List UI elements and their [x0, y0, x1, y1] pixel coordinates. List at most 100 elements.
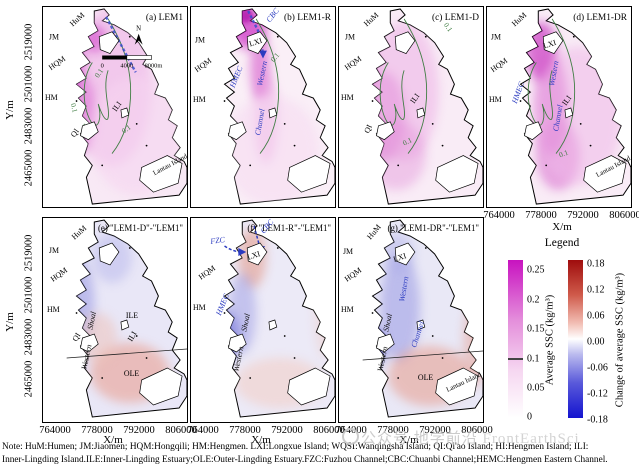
label-hqm: HQM — [47, 54, 67, 72]
label-hqm: HQM — [49, 266, 69, 284]
label-hum: HuM — [510, 10, 528, 28]
x-tick-label: 764000 — [187, 425, 219, 436]
colorbar-tick: 0.18 — [587, 258, 605, 270]
navigation-channel-line — [105, 16, 137, 73]
label-fzc: FZC — [209, 235, 226, 246]
label-hum: HuM — [362, 10, 380, 28]
x-tick-label: 806000 — [165, 425, 197, 436]
fzc-arrowhead-icon — [238, 248, 247, 256]
label-hqm: HQM — [197, 264, 217, 282]
panel-d: (d) LEM1-DR JM HuM HQM HM LXI HMEC Weste… — [486, 6, 632, 208]
label-western: Western — [547, 60, 560, 86]
label-hum: HuM — [70, 223, 88, 241]
label-jm: JM — [49, 33, 59, 42]
label-qi: QI — [69, 127, 81, 139]
y-tick-label: 2465000 — [23, 360, 35, 398]
map-b: (b) LEM1-R JM HQM HM LXI CBC HMEC Wester… — [193, 7, 335, 205]
map-e: (e) "LEM1-D"-"LEM1" JM HuM HQM HM ILE Sh… — [47, 219, 187, 418]
panel-a: (a) LEM1 N 0 4000 8000m JM HuM HQM HM IL… — [42, 6, 188, 208]
label-lxi: LXI — [248, 36, 264, 49]
scalebar-8000m: 8000m — [145, 62, 163, 69]
panel-title: (b) LEM1-R — [284, 12, 332, 23]
colorbar-tick: 0.06 — [587, 310, 605, 322]
label-ile: ILE — [126, 311, 138, 320]
y-tick-label: 2519000 — [23, 234, 35, 272]
label-jm: JM — [49, 246, 59, 255]
label-shoal: Shoal — [239, 312, 252, 332]
label-jm: JM — [195, 36, 205, 45]
scalebar-black — [102, 55, 127, 60]
panel-title: (d) LEM1-DR — [573, 12, 628, 23]
figure-note-line1: Note: HuM:Humen; JM:Jiaomen; HQM:Hongqil… — [2, 442, 589, 452]
y-tick-label: 2519000 — [23, 23, 35, 61]
x-tick-label: 778000 — [377, 425, 409, 436]
y-tick-label: 2501000 — [23, 65, 35, 103]
x-axis-label: X/m — [552, 221, 572, 233]
scalebar-white — [126, 55, 152, 60]
label-hqm: HQM — [489, 56, 509, 74]
label-hmec: HMEC — [214, 292, 231, 318]
colorbar-tick: 0.00 — [587, 336, 605, 348]
watermark-mid: 地学前沿 — [413, 431, 478, 447]
label-jm: JM — [345, 33, 355, 42]
x-tick-label: 778000 — [81, 425, 113, 436]
x-tick-label: 792000 — [123, 425, 155, 436]
label-hm: HM — [489, 95, 502, 104]
x-tick-label: 764000 — [39, 425, 71, 436]
panel-c: (c) LEM1-D JM HuM HQM HM ILI QI 0.1 0.1 — [338, 6, 484, 208]
colorbar-tick: -0.12 — [587, 388, 608, 400]
y-axis-label-row2: Y/m — [4, 312, 16, 332]
label-hm: HM — [341, 93, 354, 102]
north-arrow-icon — [134, 33, 143, 45]
label-qi: QI — [71, 331, 83, 343]
label-ole: OLE — [418, 373, 433, 382]
legend-title: Legend — [544, 237, 580, 249]
x-axis-label: X/m — [399, 434, 419, 446]
label-shoal: Shoal — [86, 310, 99, 330]
scalebar-4000: 4000 — [120, 62, 133, 69]
y-tick-label: 2483000 — [23, 107, 35, 145]
contour-label: 0.1 — [69, 102, 80, 114]
contour-label: 0.1 — [558, 148, 570, 160]
panel-title: (c) LEM1-D — [432, 12, 479, 23]
scalebar-0: 0 — [101, 62, 104, 69]
label-hm: HM — [193, 95, 206, 104]
colorbar-label-change-ssc: Change of average SSC (kg/m³) — [614, 272, 626, 408]
label-shoal: Shoal — [382, 312, 395, 332]
colorbar-tick: 0 — [527, 411, 532, 423]
figure-note-line2: Inner-Lingding Island.ILE:Inner-Lingding… — [2, 455, 608, 465]
x-axis-label: X/m — [103, 434, 123, 446]
label-hqm: HQM — [343, 54, 363, 72]
label-lxi: LXI — [542, 38, 558, 51]
label-hm: HM — [45, 93, 58, 102]
colorbar-tick: 0.1 — [527, 353, 540, 365]
label-hqm: HQM — [193, 56, 213, 74]
label-hum: HuM — [365, 223, 383, 242]
panel-title: (g) "LEM1-DR"-"LEM1" — [388, 223, 480, 233]
label-jm: JM — [491, 33, 501, 42]
map-a: (a) LEM1 N 0 4000 8000m JM HuM HQM HM IL… — [45, 8, 187, 205]
panel-b: (b) LEM1-R JM HQM HM LXI CBC HMEC Wester… — [190, 6, 336, 208]
colorbar-tick: 0.25 — [527, 264, 545, 276]
colorbar-tick: -0.18 — [587, 414, 608, 426]
ile-ole-boundary — [362, 350, 483, 361]
watermark-logo-icon — [342, 428, 359, 445]
contour-label: 0.1 — [401, 135, 413, 147]
x-tick-label: 806000 — [313, 425, 345, 436]
x-tick-label: 764000 — [483, 210, 515, 221]
panel-g: (g) "LEM1-DR"-"LEM1" JM HuM HQM HM LXI W… — [338, 217, 484, 423]
y-tick-label: 2465000 — [23, 149, 35, 187]
label-cbc: CBC — [264, 7, 281, 24]
map-d: (d) LEM1-DR JM HuM HQM HM LXI HMEC Weste… — [489, 8, 631, 205]
map-c: (c) LEM1-D JM HuM HQM HM ILI QI 0.1 0.1 — [341, 8, 483, 205]
colorbar-label-avg-ssc: Average SSC (kg/m³) — [544, 294, 556, 386]
x-tick-label: 806000 — [609, 210, 639, 221]
panel-e: (e) "LEM1-D"-"LEM1" JM HuM HQM HM ILE Sh… — [42, 217, 188, 423]
x-axis-label: X/m — [251, 434, 271, 446]
label-hqm: HQM — [343, 266, 363, 284]
y-tick-label: 2483000 — [23, 318, 35, 356]
channel-arrowhead-icon — [259, 50, 267, 59]
x-tick-label: 778000 — [229, 425, 261, 436]
label-hmec: HMEC — [510, 80, 527, 106]
